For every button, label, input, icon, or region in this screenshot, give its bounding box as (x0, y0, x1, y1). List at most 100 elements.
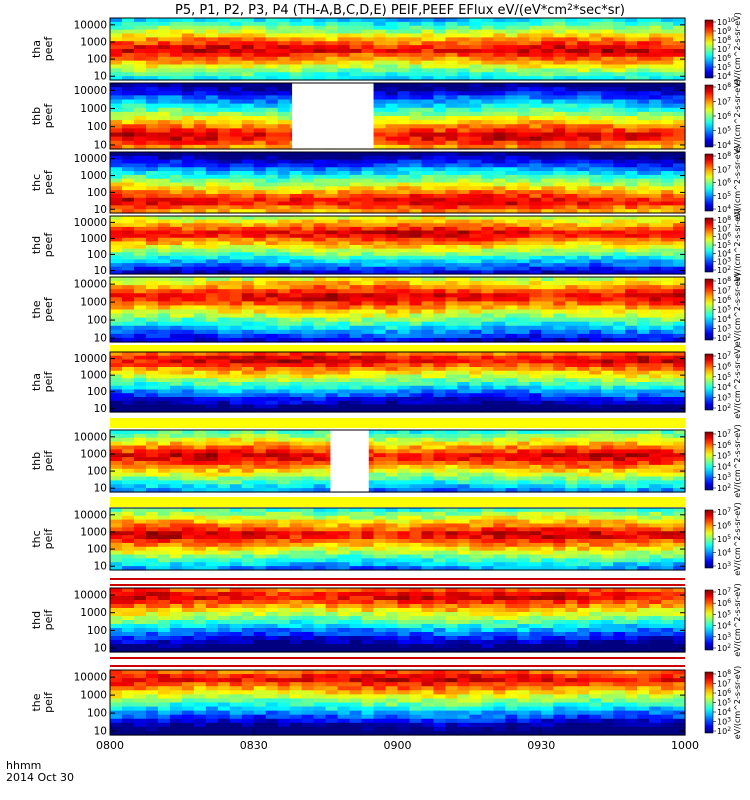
heatmap-cell (589, 167, 602, 172)
heatmap-cell (265, 266, 279, 271)
heatmap-cell (469, 144, 482, 150)
heatmap-cell (505, 293, 518, 298)
heatmap-cell (661, 163, 674, 168)
heatmap-cell (529, 116, 542, 121)
heatmap-cell (229, 248, 243, 253)
heatmap-cell (565, 132, 578, 138)
heatmap-cell (181, 430, 195, 435)
heatmap-cell (241, 404, 255, 409)
heatmap-cell (397, 182, 411, 187)
heatmap-cell (133, 449, 147, 454)
heatmap-cell (649, 99, 662, 105)
heatmap-cell (397, 56, 411, 62)
heatmap-cell (445, 337, 458, 343)
heatmap-cell (133, 95, 147, 101)
heatmap-cell (469, 223, 482, 228)
heatmap-cell (145, 277, 159, 282)
heatmap-cell (517, 144, 530, 150)
heatmap-cell (373, 45, 387, 50)
heatmap-cell (193, 408, 207, 413)
heatmap-cell (325, 382, 339, 387)
heatmap-cell (649, 352, 662, 357)
heatmap-cell (385, 317, 399, 323)
heatmap-cell (265, 33, 279, 38)
heatmap-cell (553, 281, 566, 286)
heatmap-cell (265, 248, 279, 253)
heatmap-cell (217, 72, 231, 77)
heatmap-cell (229, 453, 243, 458)
heatmap-cell (541, 128, 554, 134)
heatmap-cell (397, 140, 411, 146)
heatmap-cell (361, 216, 375, 221)
heatmap-cell (373, 99, 387, 105)
heatmap-cell (661, 234, 674, 239)
heatmap-cell (193, 99, 207, 105)
heatmap-cell (337, 56, 351, 62)
heatmap-cell (349, 281, 363, 286)
heatmap-cell (421, 21, 435, 27)
heatmap-cell (121, 461, 135, 466)
heatmap-cell (349, 305, 363, 311)
heatmap-cell (517, 178, 530, 184)
heatmap-cell (361, 367, 375, 372)
heatmap-cell (385, 41, 399, 46)
heatmap-cell (469, 374, 482, 379)
heatmap-cell (253, 248, 267, 253)
heatmap-cell (565, 289, 578, 294)
heatmap-cell (565, 68, 578, 73)
heatmap-cell (373, 219, 387, 224)
heatmap-cell (205, 461, 219, 466)
heatmap-cell (325, 190, 339, 195)
heatmap-cell (637, 159, 650, 165)
heatmap-cell (493, 144, 506, 150)
heatmap-cell (361, 333, 375, 339)
heatmap-cell (277, 441, 291, 447)
heatmap-cell (505, 182, 518, 187)
heatmap-cell (661, 25, 674, 31)
heatmap-cell (481, 333, 494, 339)
heatmap-cell (169, 205, 183, 210)
heatmap-cell (433, 355, 447, 361)
heatmap-cell (301, 285, 315, 290)
heatmap-cell (217, 29, 231, 35)
heatmap-cell (121, 18, 135, 23)
heatmap-cell (649, 128, 662, 134)
heatmap-cell (421, 190, 435, 195)
heatmap-cell (277, 393, 291, 398)
heatmap-cell (385, 309, 399, 315)
heatmap-cell (493, 190, 506, 195)
heatmap-cell (181, 234, 195, 239)
heatmap-cell (457, 37, 470, 42)
heatmap-cell (625, 234, 638, 239)
heatmap-cell (421, 313, 435, 319)
heatmap-cell (409, 230, 423, 235)
heatmap-cell (241, 190, 255, 195)
heatmap-cell (289, 223, 303, 228)
heatmap-cell (110, 171, 123, 176)
heatmap-cell (241, 385, 255, 391)
heatmap-cell (517, 103, 530, 109)
heatmap-cell (313, 285, 327, 290)
heatmap-cell (421, 408, 435, 413)
heatmap-cell (397, 337, 411, 343)
heatmap-cell (637, 293, 650, 298)
heatmap-cell (181, 255, 195, 261)
heatmap-cell (493, 155, 506, 161)
heatmap-cell (637, 266, 650, 271)
heatmap-cell (133, 453, 147, 458)
heatmap-cell (529, 178, 542, 184)
heatmap-cell (133, 457, 147, 462)
heatmap-cell (145, 472, 159, 478)
heatmap-cell (133, 37, 147, 42)
colorbar-tick-label: 104 (717, 71, 731, 81)
heatmap-cell (241, 430, 255, 435)
heatmap-cell (505, 337, 518, 343)
heatmap-cell (529, 333, 542, 339)
heatmap-cell (445, 76, 458, 81)
heatmap-cell (397, 190, 411, 195)
heatmap-cell (565, 103, 578, 109)
heatmap-cell (493, 245, 506, 250)
heatmap-cell (577, 270, 590, 275)
heatmap-cell (313, 281, 327, 286)
heatmap-cell (385, 197, 399, 203)
